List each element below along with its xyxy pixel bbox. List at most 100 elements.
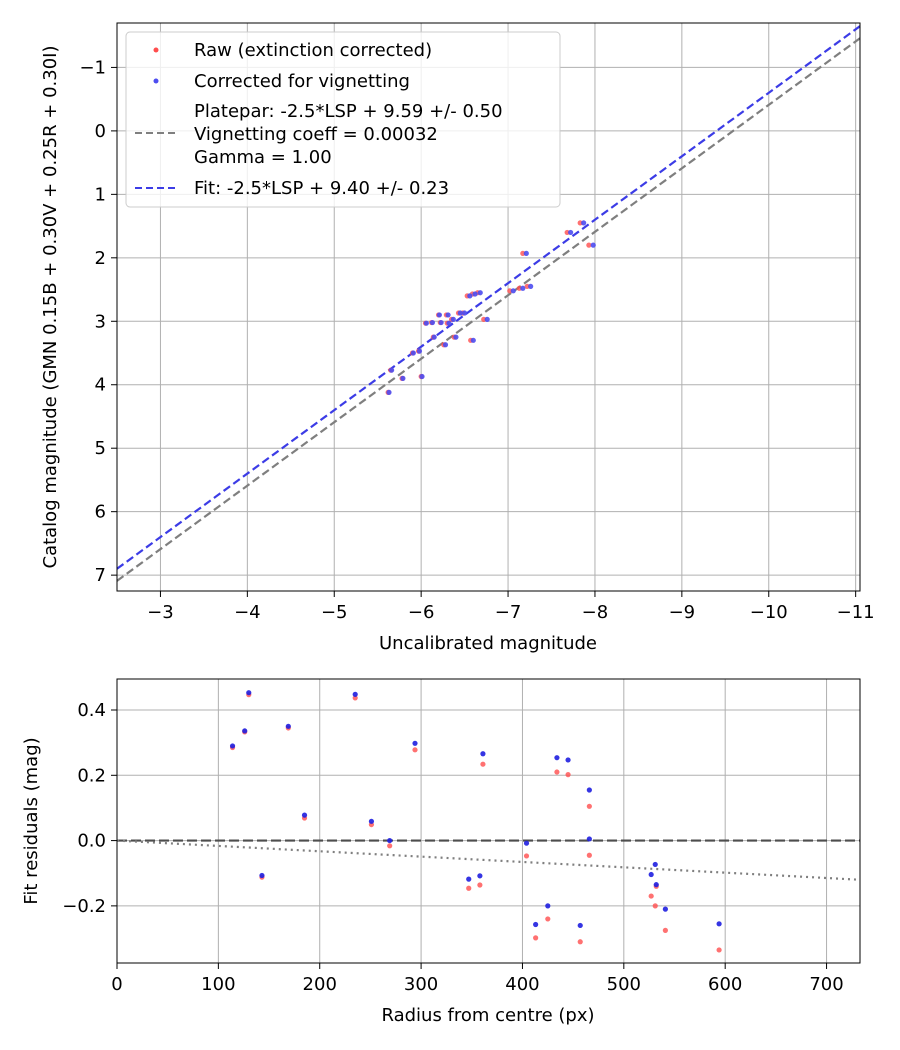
bottom-grid — [116, 679, 860, 963]
bottom-raw-point — [586, 803, 592, 809]
top-x-tick-label: −3 — [147, 602, 174, 623]
top-corrected-point — [590, 242, 596, 248]
bottom-corrected-point — [368, 818, 375, 824]
top-corrected-point — [472, 291, 478, 297]
top-x-tick-label: −4 — [234, 602, 261, 623]
bottom-x-tick-label: 100 — [201, 974, 235, 995]
bottom-x-tick-label: 700 — [809, 974, 843, 995]
fit-line — [116, 25, 861, 570]
bottom-corrected-point — [545, 903, 551, 909]
top-corrected-point — [431, 334, 437, 340]
top-corrected-point — [423, 320, 429, 326]
top-x-axis-label: Uncalibrated magnitude — [379, 633, 597, 654]
bottom-corrected-point — [229, 743, 236, 749]
top-corrected-point — [419, 373, 425, 380]
bottom-raw-point — [523, 853, 530, 859]
top-y-tick-label: 2 — [95, 248, 106, 269]
bottom-corrected-point — [412, 740, 418, 746]
legend-fit-label: Fit: -2.5*LSP + 9.40 +/- 0.23 — [194, 178, 449, 199]
bottom-corrected-point — [466, 876, 472, 882]
top-corrected-point — [436, 312, 443, 318]
bottom-x-tick-label: 300 — [404, 974, 438, 995]
bottom-x-tick-label: 600 — [708, 974, 742, 995]
legend-raw-label: Raw (extinction corrected) — [194, 40, 432, 61]
top-scatter-points — [385, 220, 596, 395]
bottom-corrected-point — [352, 691, 358, 697]
top-y-tick-label: 4 — [95, 375, 106, 396]
top-corrected-point — [568, 229, 574, 236]
legend-box — [125, 31, 561, 208]
legend-platepar-line-2: Vignetting coeff = 0.00032 — [194, 124, 438, 145]
bottom-x-axis-label: Radius from centre (px) — [381, 1005, 594, 1026]
bottom-raw-point — [652, 903, 658, 909]
bottom-raw-point — [412, 747, 418, 753]
bottom-y-tick-label: 0.4 — [77, 700, 106, 721]
top-corrected-point — [450, 316, 456, 322]
bottom-y-tick-label: 0.0 — [77, 831, 106, 852]
bottom-corrected-point — [653, 882, 659, 888]
bottom-raw-point — [716, 947, 722, 953]
bottom-axis-ticks: 0 100 200 300 400 500 600 700 0.4 0.2 0.0 −0.2 — [62, 700, 843, 995]
bottom-corrected-point — [259, 872, 265, 879]
bottom-raw-point — [477, 882, 483, 888]
bottom-raw-point — [466, 885, 472, 891]
top-y-tick-label: 0 — [95, 121, 106, 142]
legend-corrected-label: Corrected for vignetting — [194, 71, 410, 92]
top-corrected-point — [484, 316, 490, 322]
top-corrected-point — [386, 389, 392, 395]
top-x-tick-label: −5 — [321, 602, 348, 623]
bottom-x-tick-label: 200 — [303, 974, 337, 995]
top-corrected-point — [510, 288, 516, 294]
top-corrected-point — [446, 320, 452, 326]
residuals-chart: 0 100 200 300 400 500 600 700 0.4 0.2 0.0 −0.2 Radi… — [21, 678, 861, 1026]
bottom-raw-point — [586, 852, 592, 858]
top-corrected-point — [470, 337, 476, 343]
bottom-plot-frame — [116, 678, 861, 964]
bottom-scatter-points — [229, 690, 722, 953]
top-x-tick-label: −8 — [582, 602, 609, 623]
top-corrected-point — [477, 290, 483, 296]
bottom-corrected-point — [652, 861, 658, 868]
top-corrected-point — [462, 310, 468, 316]
bottom-raw-point — [648, 893, 654, 899]
legend-corrected-marker — [153, 78, 159, 84]
bottom-raw-point — [545, 916, 551, 922]
bottom-raw-point — [387, 843, 393, 849]
top-y-tick-label: 5 — [95, 438, 106, 459]
bottom-corrected-point — [648, 871, 654, 878]
top-plot-frame — [116, 22, 861, 592]
top-x-tick-label: −9 — [669, 602, 696, 623]
bottom-corrected-point — [716, 921, 722, 927]
bottom-raw-point — [662, 927, 668, 933]
bottom-corrected-point — [577, 922, 583, 929]
bottom-raw-point — [533, 935, 539, 941]
top-corrected-point — [438, 319, 444, 326]
top-x-tick-label: −10 — [750, 602, 788, 623]
top-corrected-point — [400, 375, 406, 381]
bottom-corrected-point — [523, 840, 530, 846]
top-corrected-point — [520, 285, 526, 291]
top-corrected-point — [442, 342, 449, 348]
bottom-raw-point — [565, 772, 571, 778]
bottom-corrected-point — [301, 812, 308, 818]
top-corrected-point — [410, 350, 416, 356]
top-corrected-point — [581, 220, 587, 226]
top-corrected-point — [453, 334, 459, 340]
bottom-corrected-point — [586, 836, 592, 842]
bottom-x-tick-label: 0 — [111, 974, 122, 995]
legend: Raw (extinction corrected) Corrected for… — [125, 31, 561, 208]
bottom-corrected-point — [565, 757, 571, 763]
bottom-corrected-point — [387, 837, 393, 844]
platepar-line — [116, 37, 861, 582]
legend-raw-marker — [153, 47, 159, 53]
bottom-raw-point — [352, 695, 358, 701]
top-y-tick-label: −1 — [79, 57, 106, 78]
top-raw-point — [586, 242, 592, 248]
top-corrected-point — [467, 293, 473, 299]
top-y-tick-label: 3 — [95, 311, 106, 332]
top-x-tick-label: −7 — [495, 602, 522, 623]
bottom-corrected-point — [586, 787, 592, 793]
legend-platepar-line-3: Gamma = 1.00 — [194, 147, 332, 168]
bottom-corrected-point — [477, 873, 483, 879]
